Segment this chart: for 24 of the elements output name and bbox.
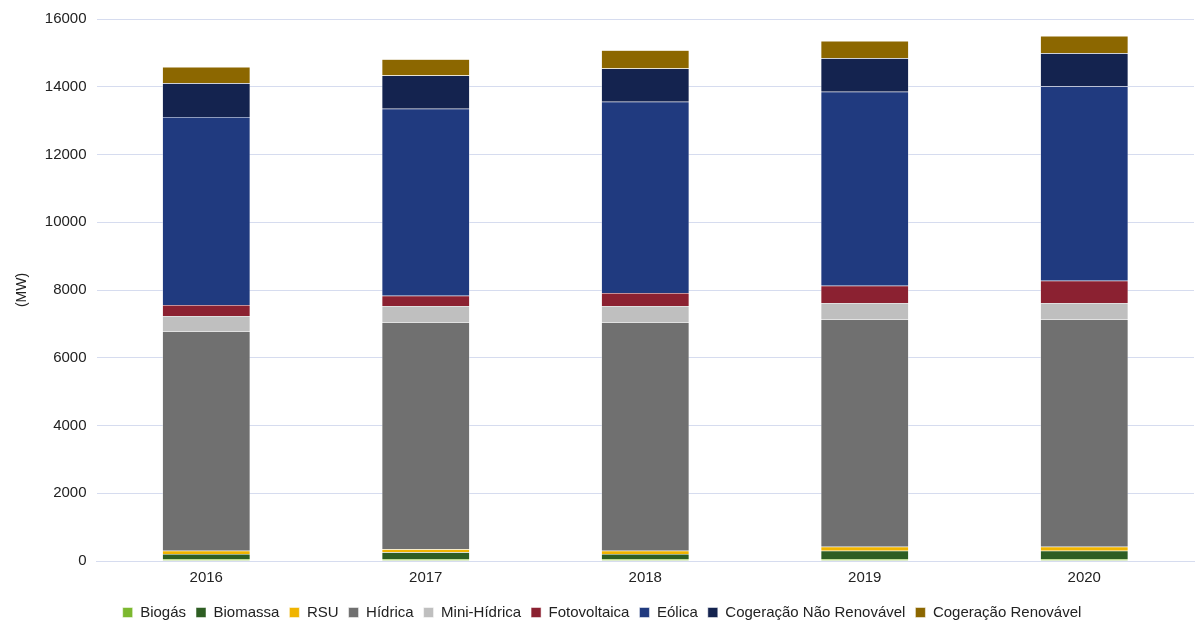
- legend-label: Biogás: [140, 602, 187, 620]
- legend-label: Eólica: [656, 602, 699, 620]
- y-tick-label: 0: [78, 551, 87, 569]
- y-tick-label: 6000: [53, 347, 87, 365]
- legend-label: RSU: [306, 602, 339, 620]
- y-tick-label: 8000: [53, 280, 87, 298]
- x-tick-label: 2020: [1067, 568, 1101, 586]
- legend-label: Hídrica: [366, 602, 415, 620]
- x-tick-label: 2016: [189, 568, 223, 586]
- y-tick-label: 4000: [53, 415, 87, 433]
- y-tick-label: 2000: [53, 483, 87, 501]
- x-tick-label: 2018: [628, 568, 662, 586]
- legend-label: Fotovoltaica: [548, 602, 631, 620]
- legend-label: Cogeração Renovável: [932, 602, 1082, 620]
- legend-label: Cogeração Não Renovável: [725, 602, 906, 620]
- legend-label: Biomassa: [213, 602, 281, 620]
- x-tick-label: 2019: [848, 568, 882, 586]
- y-tick-label: 10000: [44, 212, 87, 230]
- y-tick-label: 16000: [44, 9, 87, 27]
- y-axis-title: (MW): [13, 272, 30, 308]
- legend-label: Mini-Hídrica: [441, 602, 522, 620]
- y-tick-label: 12000: [44, 144, 87, 162]
- x-tick-label: 2017: [409, 568, 443, 586]
- y-tick-label: 14000: [44, 76, 87, 94]
